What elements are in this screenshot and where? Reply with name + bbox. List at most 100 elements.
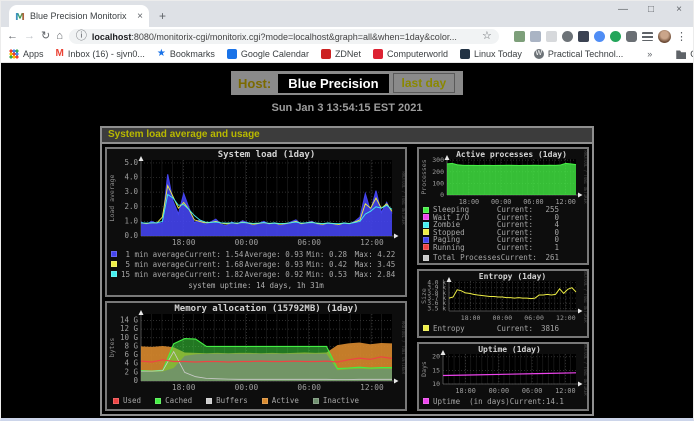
right-column: 0 100 200 300 18:00 00:00 06:00 12:00 Active pro… <box>417 147 589 411</box>
svg-text:06:00: 06:00 <box>297 238 321 247</box>
legend-color-swatch <box>423 244 429 251</box>
legend-color-swatch <box>423 221 429 228</box>
svg-text:3.8 k: 3.8 k <box>427 290 446 297</box>
system-load-chart[interactable]: 0.0 1.0 2.0 3.0 4.0 5.0 18:00 00:00 06:00 12:00 Sy… <box>107 149 405 249</box>
bookmark-label: Linux Today <box>473 49 522 59</box>
legend-field: Average: 0.93 <box>244 249 304 259</box>
memory-legend: Used Cached Buffers Active Inactive <box>107 394 405 407</box>
svg-text:2.0: 2.0 <box>124 202 138 211</box>
legend-row: Uptime (in days) Current: 14.1 <box>419 396 587 406</box>
bookmark-star-icon[interactable]: ☆ <box>482 30 492 42</box>
legend-row: 1 min average Current: 1.54 Average: 0.93 M… <box>107 249 405 259</box>
home-icon[interactable]: ⌂ <box>56 30 63 42</box>
legend-field: Average: 0.93 <box>244 259 304 269</box>
legend-row: Zombie Current: 4 <box>419 220 587 229</box>
legend-label: Wait I/O <box>433 212 470 222</box>
info-icon[interactable]: ⓘ <box>75 30 87 42</box>
svg-text:12:00: 12:00 <box>555 198 575 206</box>
other-bookmarks-button[interactable]: Other bookmarks <box>676 49 693 59</box>
legend-field: Min: 0.53 <box>306 269 348 279</box>
extension-icon[interactable] <box>546 31 557 42</box>
monitorix-favicon: M <box>15 12 25 21</box>
svg-text:12 G: 12 G <box>120 324 139 333</box>
other-bookmarks-label: Other bookmarks <box>690 49 693 59</box>
legend-field: Current: <box>500 253 537 263</box>
svg-text:06:00: 06:00 <box>524 314 544 322</box>
tab-title: Blue Precision Monitorix <box>30 11 127 21</box>
bookmark-item[interactable]: M Inbox (16) - sjvn0... <box>55 48 145 60</box>
processes-chart[interactable]: 0 100 200 300 18:00 00:00 06:00 12:00 Active pro… <box>419 149 587 206</box>
tab-bar: M Blue Precision Monitorix × + — □ × <box>1 1 693 27</box>
bookmark-item[interactable]: ZDNet <box>320 49 361 59</box>
legend-row: Entropy Current: 3816 <box>419 323 587 333</box>
extension-icon[interactable] <box>610 31 621 42</box>
bookmark-item[interactable]: W Practical Technol... <box>533 49 623 59</box>
bookmark-label: Computerworld <box>386 49 448 59</box>
url-path: :8080/monitorix-cgi/monitorix.cgi?mode=l… <box>131 31 457 42</box>
gmail-icon: M <box>55 48 64 59</box>
svg-text:06:00: 06:00 <box>297 383 321 392</box>
bookmarks-bar: Apps M Inbox (16) - sjvn0... ★ Bookmarks Goog… <box>1 46 693 63</box>
forward-icon[interactable]: → <box>24 30 35 42</box>
profile-avatar[interactable] <box>658 30 671 43</box>
extension-icon[interactable] <box>562 31 573 42</box>
new-tab-button[interactable]: + <box>159 9 167 23</box>
tab-close-icon[interactable]: × <box>137 10 143 22</box>
browser-tab[interactable]: M Blue Precision Monitorix × <box>9 5 149 27</box>
browser-menu-icon[interactable]: ⋮ <box>676 31 687 43</box>
svg-text:10: 10 <box>432 380 440 388</box>
address-bar[interactable]: ⓘ localhost:8080/monitorix-cgi/monitorix… <box>68 29 499 44</box>
svg-text:3.9 k: 3.9 k <box>427 285 446 292</box>
legend-row: Total Processes Current: 261 <box>419 253 587 263</box>
bookmark-item[interactable]: Computerworld <box>372 49 448 59</box>
entropy-panel: 3.5 k 3.6 k 3.7 k 3.8 k 3.9 k 4.0 k 18:00 00:00… <box>417 269 589 338</box>
bookmark-item[interactable]: Linux Today <box>459 49 522 59</box>
extension-icon[interactable] <box>594 31 605 42</box>
legend-label: Running <box>433 242 465 252</box>
legend-color-swatch <box>423 325 429 331</box>
legend-item: Used <box>113 396 141 405</box>
wordpress-icon: W <box>533 49 544 59</box>
reload-icon[interactable]: ↻ <box>41 30 51 42</box>
legend-value: 0 <box>554 227 559 237</box>
bookmark-item[interactable]: Apps <box>9 49 44 59</box>
svg-text:Entropy (1day): Entropy (1day) <box>479 272 546 281</box>
url-toolbar: ← → ↻ ⌂ ⓘ localhost:8080/monitorix-cgi/m… <box>1 27 693 46</box>
minimize-icon[interactable]: — <box>618 4 628 15</box>
legend-label: 5 min average <box>121 259 185 269</box>
extension-icon[interactable] <box>514 31 525 42</box>
entropy-chart[interactable]: 3.5 k3.6 k3.7 k3.8 k3.9 k4.0 k 18:00 00:00… <box>419 271 587 323</box>
svg-text:4.0: 4.0 <box>124 173 138 182</box>
legend-value: 261 <box>545 253 559 263</box>
legend-item: Active <box>261 396 299 405</box>
bookmark-item[interactable]: Google Calendar <box>226 49 309 59</box>
legend-label: Buffers <box>216 396 248 405</box>
extension-icon[interactable] <box>530 31 541 42</box>
maximize-icon[interactable]: □ <box>647 4 655 15</box>
memory-chart[interactable]: 02 G4 G6 G8 G10 G12 G14 G 18:00 00:00 06:00… <box>107 303 405 394</box>
svg-text:RRDTOOL / TOBI OETIKER: RRDTOOL / TOBI OETIKER <box>583 151 587 205</box>
close-icon[interactable]: × <box>676 4 682 15</box>
svg-text:System load (1day): System load (1day) <box>218 150 316 160</box>
legend-row: Paging Current: 0 <box>419 235 587 244</box>
legend-color-swatch <box>111 251 117 257</box>
legend-label: 1 min average <box>121 249 185 259</box>
legend-color-swatch <box>206 397 213 404</box>
bookmark-label: Bookmarks <box>169 49 215 59</box>
calendar-icon <box>226 49 237 59</box>
system-load-panel: 0.0 1.0 2.0 3.0 4.0 5.0 18:00 00:00 06:00 12:00 Sy… <box>105 147 407 297</box>
legend-color-swatch <box>423 214 429 221</box>
extensions-puzzle-icon[interactable] <box>626 31 637 42</box>
reading-list-icon[interactable] <box>642 32 653 41</box>
extension-icon[interactable] <box>578 31 589 42</box>
bookmark-item[interactable]: ★ Bookmarks <box>157 49 215 60</box>
bookmarks-overflow-icon[interactable]: » <box>647 49 653 59</box>
back-icon[interactable]: ← <box>7 30 18 42</box>
uptime-footer: system uptime: 14 days, 1h 31m <box>188 281 324 290</box>
legend-field: Current: <box>496 242 533 252</box>
svg-text:300: 300 <box>432 156 444 164</box>
svg-text:1.0: 1.0 <box>124 216 138 225</box>
time-range-button[interactable]: last day <box>392 73 456 93</box>
uptime-chart[interactable]: 10 15 20 18:00 00:00 06:00 12:00 Uptime (1day) D… <box>419 344 587 396</box>
